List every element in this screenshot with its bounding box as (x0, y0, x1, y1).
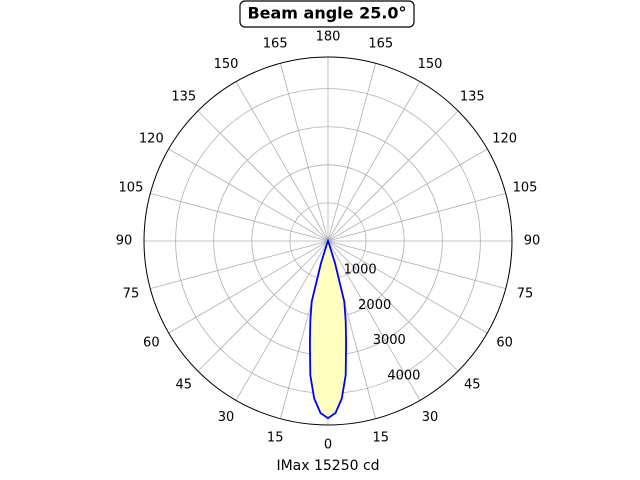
grid-line (150, 240, 329, 290)
grid-line (150, 192, 329, 242)
x-tick-label: 135 (460, 89, 485, 104)
y-tick-label: 3000 (373, 333, 406, 348)
x-tick-label: 150 (214, 57, 239, 72)
chart-title: Beam angle 25.0° (247, 4, 406, 23)
y-tick-label: 2000 (358, 298, 391, 313)
outer-circle (143, 56, 513, 426)
x-tick-label: 60 (496, 336, 513, 351)
x-tick-label: 0 (324, 438, 332, 453)
grid-line (327, 240, 421, 401)
x-tick-label: 30 (422, 410, 439, 425)
beam-area (309, 241, 347, 419)
x-tick-label: 90 (116, 234, 133, 249)
grid-line (168, 240, 329, 334)
grid-line (168, 148, 329, 242)
grid-line (327, 63, 377, 242)
grid-line (235, 240, 329, 401)
grid-line (197, 110, 329, 242)
x-tick-label: 180 (316, 30, 341, 45)
x-tick-label: 105 (119, 181, 144, 196)
grid-line (327, 192, 506, 242)
x-tick-label: 120 (492, 132, 517, 147)
x-tick-label: 90 (524, 234, 541, 249)
x-tick-label: 75 (517, 286, 534, 301)
x-tick-label: 15 (373, 431, 390, 446)
x-tick-label: 165 (368, 36, 393, 51)
grid-line (279, 63, 329, 242)
x-tick-label: 30 (218, 410, 235, 425)
grid-line (197, 240, 329, 372)
beam-line (308, 238, 348, 420)
grid-line (235, 81, 329, 242)
x-tick-label: 105 (513, 181, 538, 196)
x-tick-label: 120 (139, 132, 164, 147)
x-axis-label: IMax 15250 cd (276, 458, 379, 474)
x-tick-label: 45 (175, 378, 192, 393)
x-tick-label: 135 (171, 89, 196, 104)
grid-line (327, 148, 488, 242)
grid-line (327, 81, 421, 242)
grid-line (327, 240, 459, 372)
x-tick-label: 60 (143, 336, 160, 351)
x-tick-label: 165 (263, 36, 288, 51)
y-tick-label: 4000 (387, 368, 420, 383)
grid-line (327, 240, 506, 290)
x-tick-label: 45 (464, 378, 481, 393)
x-tick-label: 15 (267, 431, 284, 446)
x-tick-label: 75 (123, 286, 140, 301)
title-box (239, 0, 415, 28)
x-tick-label: 150 (418, 57, 443, 72)
grid-line (327, 240, 488, 334)
y-tick-label: 1000 (344, 263, 377, 278)
grid-line (327, 110, 459, 242)
